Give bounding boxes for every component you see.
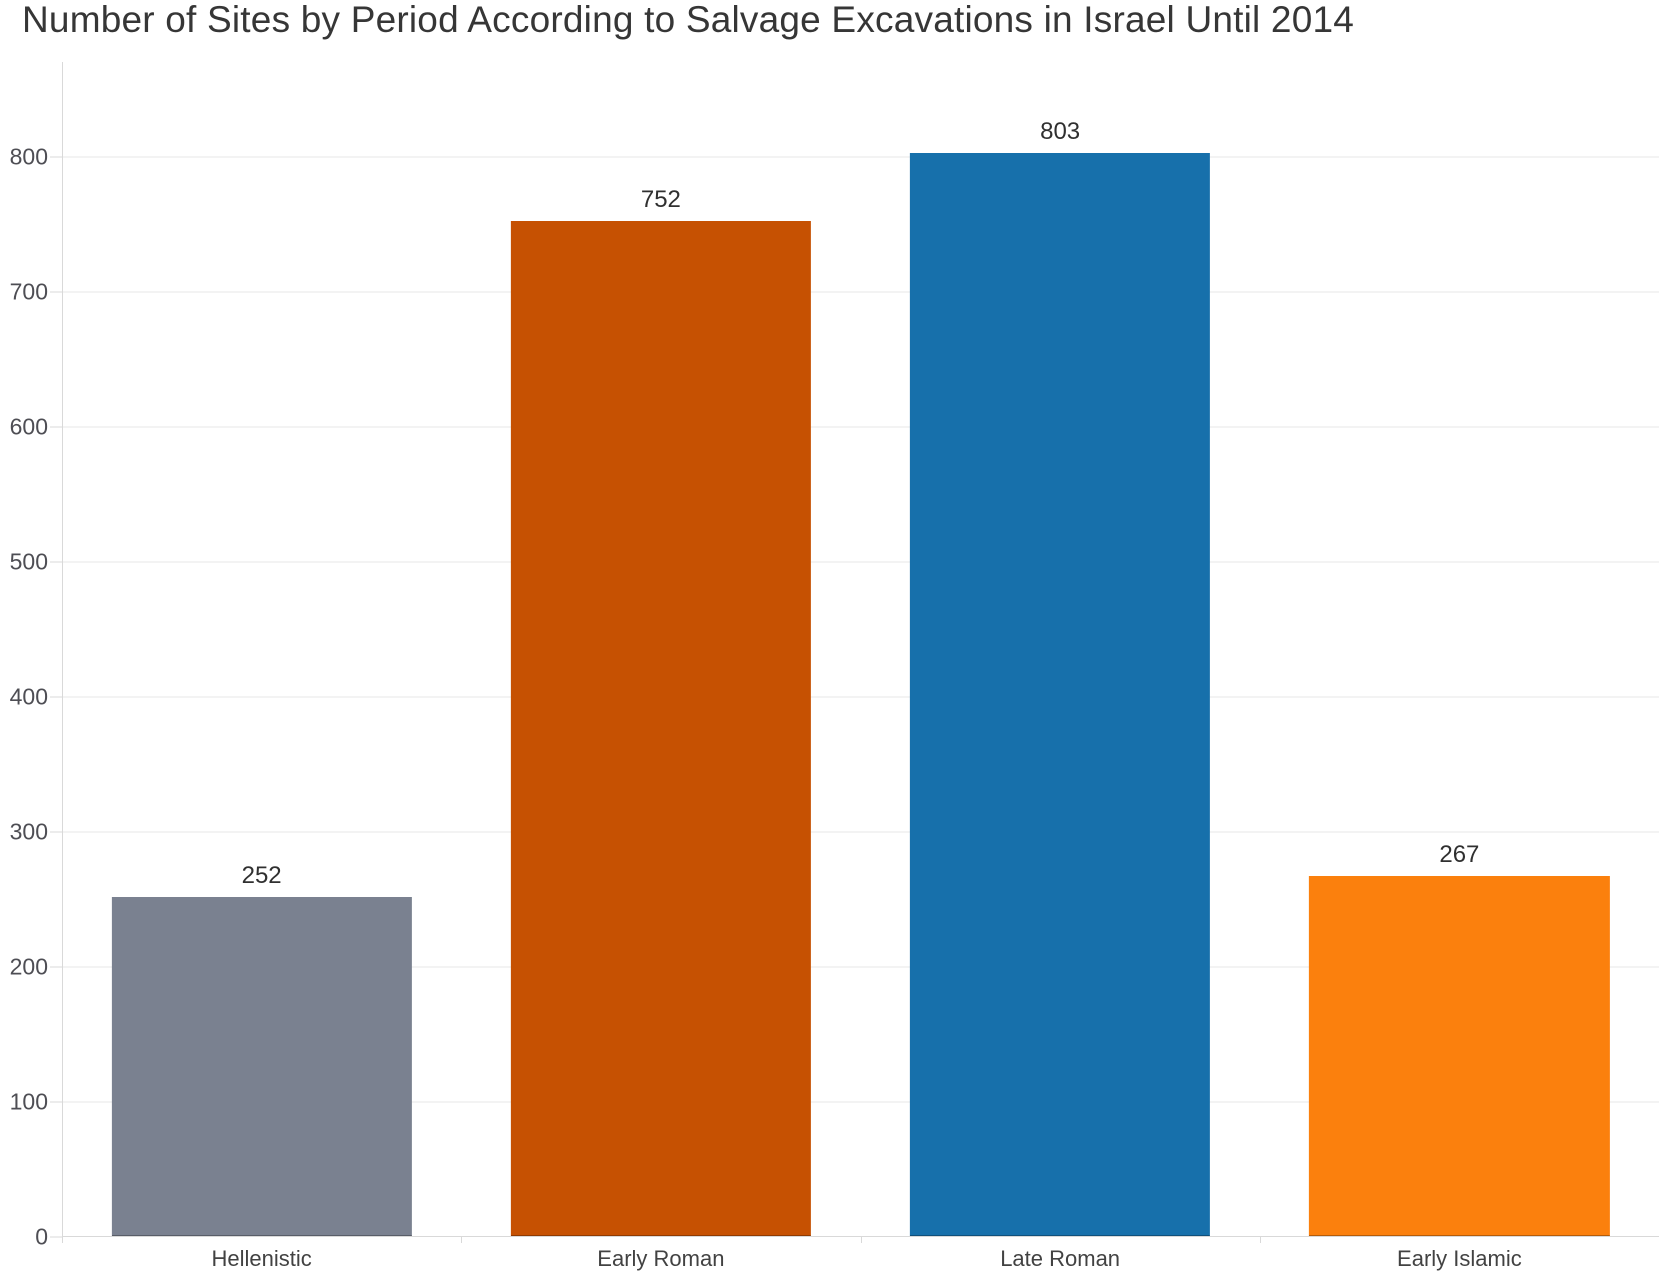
y-tick-label-300: 300 [9,818,48,845]
y-tick-mark-500 [50,561,62,563]
y-axis-labels: 0 100 200 300 400 500 600 700 800 [0,62,48,1248]
x-axis-boundary-tick-2 [860,1237,862,1243]
y-tick-label-0: 0 [35,1223,48,1250]
gridline-800 [62,156,1659,158]
value-label-early-islamic: 267 [1439,841,1480,869]
y-tick-mark-100 [50,1101,62,1103]
y-axis-line [62,62,63,1243]
plot-area: 252 Hellenistic 752 Early Roman 803 Late Roma… [62,62,1659,1271]
gridline-100 [62,1101,1659,1103]
x-axis-boundary-tick-3 [1259,1237,1261,1243]
bar-hellenistic[interactable]: 252 [111,863,412,1237]
category-label-early-roman: Early Roman [597,1246,725,1271]
category-label-late-roman: Late Roman [1000,1246,1121,1271]
y-tick-mark-200 [50,966,62,968]
gridline-700 [62,291,1659,293]
value-label-late-roman: 803 [1040,117,1081,145]
y-tick-label-200: 200 [9,953,48,980]
y-tick-mark-800 [50,156,62,158]
y-tick-label-100: 100 [9,1088,48,1115]
bar-early-islamic[interactable]: 267 [1309,843,1610,1237]
category-label-hellenistic: Hellenistic [211,1246,312,1271]
gridline-200 [62,966,1659,968]
y-tick-mark-0 [50,1236,62,1238]
x-axis-line [62,1236,1659,1237]
x-axis-boundary-tick-1 [461,1237,463,1243]
gridline-600 [62,426,1659,428]
band-early-roman: 752 Early Roman [461,62,860,1271]
y-tick-mark-300 [50,831,62,833]
band-hellenistic: 252 Hellenistic [62,62,461,1271]
y-tick-label-600: 600 [9,413,48,440]
band-late-roman: 803 Late Roman [861,62,1260,1271]
y-axis-ticks [50,62,62,1238]
y-tick-mark-600 [50,426,62,428]
bar-early-roman[interactable]: 752 [510,188,811,1237]
y-tick-label-400: 400 [9,683,48,710]
gridline-300 [62,831,1659,833]
chart-title: Number of Sites by Period According to S… [22,0,1355,40]
bar-late-roman[interactable]: 803 [910,119,1211,1237]
y-tick-mark-400 [50,696,62,698]
gridline-500 [62,561,1659,563]
bar-bands: 252 Hellenistic 752 Early Roman 803 Late Roma… [62,62,1659,1271]
band-early-islamic: 267 Early Islamic [1260,62,1659,1271]
y-tick-mark-700 [50,291,62,293]
value-label-early-roman: 752 [640,186,681,214]
value-label-hellenistic: 252 [241,861,282,889]
y-tick-label-700: 700 [9,278,48,305]
x-axis-boundary-tick-0 [62,1237,63,1243]
y-tick-label-500: 500 [9,548,48,575]
gridline-400 [62,696,1659,698]
y-tick-label-800: 800 [9,143,48,170]
category-label-early-islamic: Early Islamic [1397,1246,1522,1271]
